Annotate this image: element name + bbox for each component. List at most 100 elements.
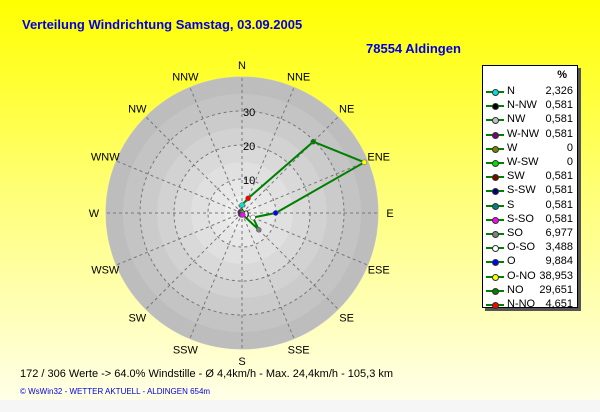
compass-label: SW — [128, 313, 146, 325]
legend-item: S 0,581 — [483, 198, 575, 214]
legend-marker-icon — [492, 160, 499, 167]
radial-tick-label: 20 — [243, 141, 255, 153]
legend-value: 0,581 — [545, 170, 573, 183]
compass-label: WSW — [91, 265, 120, 277]
legend-value: 0,581 — [545, 113, 573, 126]
location-label: 78554 Aldingen — [366, 41, 461, 56]
compass-label: N — [238, 60, 246, 72]
legend-label: W — [507, 141, 518, 154]
legend-item: SW 0,581 — [483, 169, 575, 185]
compass-label: ESE — [368, 265, 390, 277]
legend-value: 2,326 — [545, 85, 573, 97]
page: Verteilung Windrichtung Samstag, 03.09.2… — [0, 0, 600, 400]
grid-spoke — [241, 160, 368, 214]
legend-marker-icon — [492, 273, 499, 281]
data-point-o — [272, 210, 279, 216]
grid-spoke — [145, 212, 243, 310]
legend-item: S-SO 0,581 — [483, 212, 575, 228]
legend-label: NO — [507, 283, 524, 296]
legend-label: N-NW — [507, 99, 537, 112]
radial-tick-label: 10 — [243, 175, 255, 187]
legend-item: W-SW 0 — [483, 155, 575, 171]
legend-marker-icon — [492, 245, 499, 253]
legend-marker-icon — [492, 103, 499, 111]
data-point-so — [256, 227, 262, 233]
grid-spoke — [241, 212, 295, 339]
radial-tick-label: 30 — [243, 107, 255, 119]
legend-item: NW 0,581 — [483, 112, 575, 128]
legend-label: S-SO — [507, 212, 534, 225]
legend-label: O-NO — [507, 269, 536, 282]
legend-marker-icon — [492, 302, 499, 309]
legend-marker-icon — [492, 202, 499, 210]
legend-value: 38,953 — [539, 269, 573, 282]
grid-spoke — [189, 87, 243, 214]
legend-marker-icon — [492, 231, 499, 238]
legend-value: 29,651 — [539, 283, 573, 296]
compass-label: NNW — [172, 71, 199, 83]
legend-value: 9,884 — [545, 255, 573, 268]
legend-header: % — [557, 69, 567, 81]
legend-value: 0 — [566, 141, 573, 154]
grid-spoke — [116, 212, 243, 266]
legend-item: N 2,326 — [483, 84, 575, 100]
legend-label: N — [507, 85, 515, 97]
legend-label: O-SO — [507, 241, 536, 254]
compass-label: S — [238, 356, 245, 365]
legend-label: S-SW — [507, 184, 536, 197]
grid-spoke — [241, 116, 339, 214]
grid-spoke — [189, 212, 243, 339]
legend-marker-icon — [492, 188, 499, 196]
compass-label: W — [89, 208, 100, 220]
legend-marker-icon — [492, 89, 499, 96]
legend-item: SO 6,977 — [483, 226, 575, 242]
legend-label: NW — [507, 113, 526, 126]
legend-label: N-NO — [507, 298, 536, 310]
legend-item: NO 29,651 — [483, 283, 575, 299]
legend: % N 2,326 N-NW 0,581 NW 0,581 W-NW 0,581 W 0 W-SW 0… — [482, 65, 578, 310]
compass-label: SSW — [173, 345, 199, 357]
data-point-no — [310, 138, 317, 145]
legend-marker-icon — [492, 174, 499, 182]
legend-label: W-NW — [507, 127, 540, 140]
compass-label: E — [386, 208, 393, 220]
legend-value: 0,581 — [545, 212, 573, 225]
grid-spoke — [145, 116, 243, 214]
chart-title: Verteilung Windrichtung Samstag, 03.09.2… — [22, 17, 303, 32]
legend-value: 3,488 — [545, 241, 573, 254]
legend-value: 4,651 — [545, 298, 573, 310]
grid-spoke — [241, 212, 339, 310]
legend-marker-icon — [492, 216, 499, 224]
legend-label: SW — [507, 170, 525, 183]
legend-value: 0 — [566, 156, 573, 168]
legend-item: O-SO 3,488 — [483, 240, 575, 256]
compass-label: NW — [128, 103, 147, 115]
grid-spoke — [116, 160, 243, 214]
legend-marker-icon — [492, 131, 499, 139]
compass-label: NE — [339, 103, 354, 115]
compass-label: ENE — [367, 151, 390, 163]
legend-value: 0,581 — [545, 99, 573, 112]
wind-rose-chart: N NNE NE ENE E ESE SE SSE S SSW SW WSW W WNW NW NNW 0 10 2… — [89, 60, 394, 365]
data-point-o-no — [361, 159, 368, 166]
legend-item: O 9,884 — [483, 254, 575, 270]
legend-item: S-SW 0,581 — [483, 183, 575, 199]
legend-label: W-SW — [507, 156, 539, 168]
legend-value: 0,581 — [545, 184, 573, 197]
data-point-s-so — [240, 212, 246, 218]
bottom-strip — [0, 400, 600, 412]
stats-line: 172 / 306 Werte -> 64.0% Windstille - Ø … — [20, 368, 394, 380]
data-point-n — [239, 202, 245, 208]
legend-label: O — [507, 255, 516, 268]
legend-value: 6,977 — [545, 227, 573, 239]
data-point-n-no — [245, 195, 251, 202]
grid-spoke — [241, 87, 295, 214]
legend-marker-icon — [492, 259, 499, 267]
legend-label: S — [507, 198, 515, 211]
data-point-o-so — [250, 214, 256, 221]
compass-label: WNW — [91, 151, 120, 163]
legend-item: N-NO 4,651 — [483, 297, 575, 313]
legend-marker-icon — [492, 145, 499, 153]
footer-credit: © WsWin32 - WETTER AKTUELL - ALDINGEN 65… — [20, 387, 211, 396]
